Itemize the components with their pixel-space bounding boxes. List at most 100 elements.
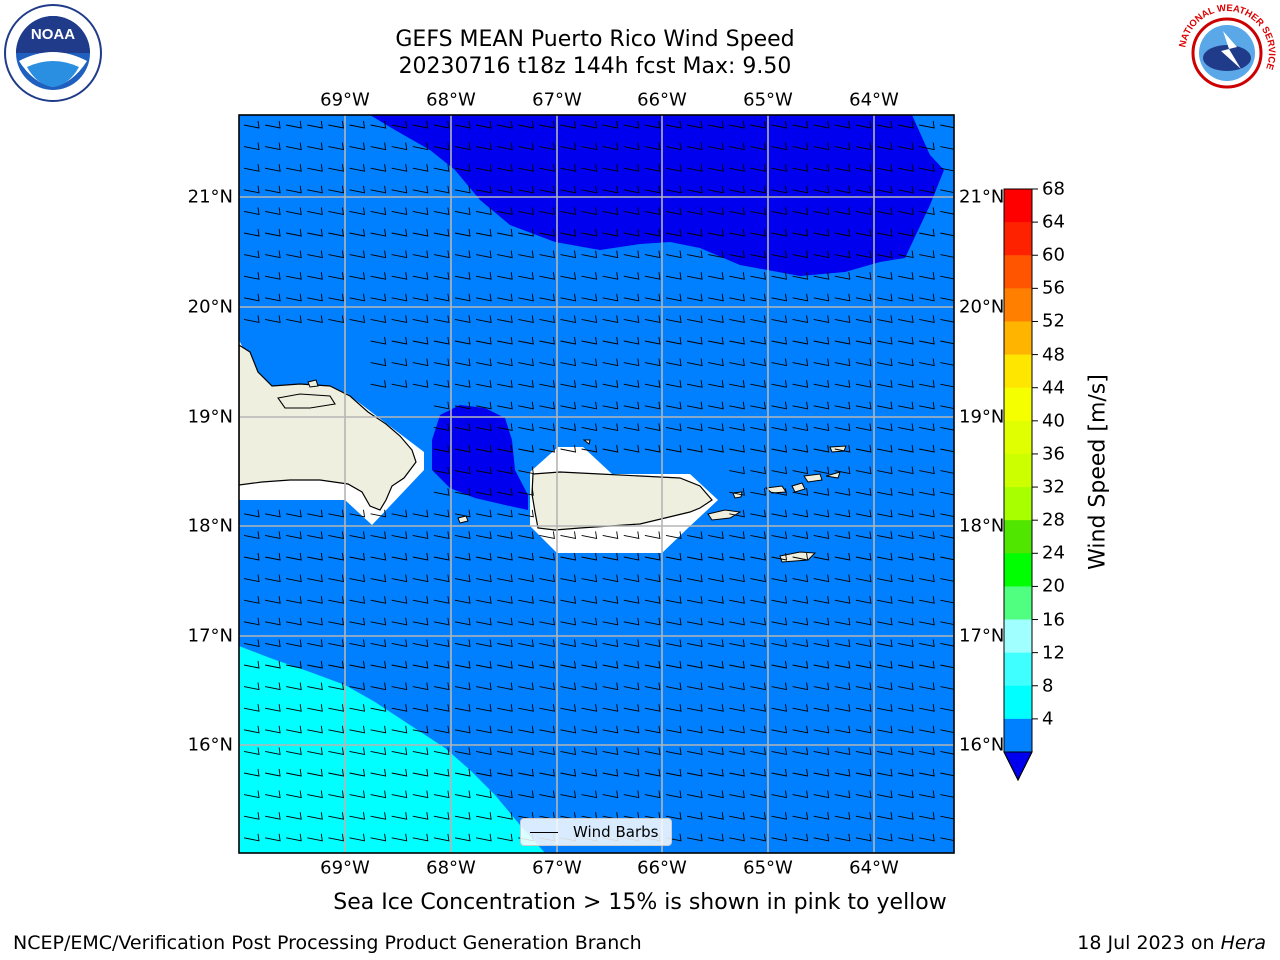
wind-barb xyxy=(539,228,555,237)
wind-barb xyxy=(476,552,492,561)
wind-barb xyxy=(771,812,788,820)
wind-barb xyxy=(518,531,534,539)
latitude-label: 19°N xyxy=(187,406,233,428)
wind-barb xyxy=(370,142,387,151)
wind-barb xyxy=(476,250,492,259)
wind-barb xyxy=(813,444,830,453)
wind-barb xyxy=(876,833,893,842)
wind-barb xyxy=(898,228,914,237)
wind-barb xyxy=(855,272,872,280)
wind-barb xyxy=(898,704,914,712)
wind-barb xyxy=(792,164,809,172)
wind-barb xyxy=(497,617,513,626)
wind-barb xyxy=(539,336,555,345)
wind-barb xyxy=(560,164,577,172)
wind-barb xyxy=(391,185,408,194)
wind-barb xyxy=(454,531,471,539)
wind-barb xyxy=(243,704,260,712)
wind-barb xyxy=(898,164,914,172)
wind-barb xyxy=(560,120,577,129)
wind-barb xyxy=(476,574,492,583)
wind-barb xyxy=(834,509,851,518)
wind-barb xyxy=(729,120,745,129)
wind-barb xyxy=(729,833,745,842)
wind-barb xyxy=(433,725,450,734)
latitude-label: 21°N xyxy=(959,186,1005,208)
wind-barb xyxy=(602,207,619,215)
wind-barb xyxy=(834,790,851,799)
wind-barb xyxy=(834,228,851,237)
wind-barb xyxy=(243,164,260,172)
low-wind-north-region xyxy=(370,115,944,276)
wind-barb xyxy=(771,185,788,194)
wind-barb xyxy=(349,315,366,323)
wind-barb xyxy=(792,272,809,280)
wind-barb xyxy=(792,401,809,410)
wind-barb xyxy=(307,315,323,323)
wind-barb xyxy=(898,142,914,151)
wind-barb xyxy=(665,336,682,345)
footer-date-text: 18 Jul 2023 on xyxy=(1077,932,1221,954)
wind-barb xyxy=(539,401,555,410)
wind-barb xyxy=(644,790,661,799)
wind-barb xyxy=(265,833,281,842)
wind-barb xyxy=(750,466,766,475)
wind-barb xyxy=(328,272,344,280)
wind-barb xyxy=(940,488,954,496)
wind-barb xyxy=(855,682,872,691)
wind-barb xyxy=(623,444,640,453)
wind-barb xyxy=(518,747,534,755)
wind-barb xyxy=(813,488,830,496)
wind-barb xyxy=(370,272,387,280)
wind-barb xyxy=(644,164,661,172)
wind-barb xyxy=(940,466,954,474)
wind-barb xyxy=(665,617,682,626)
wind-barb xyxy=(898,293,914,302)
wind-barb xyxy=(665,423,682,431)
wind-barb xyxy=(834,272,851,280)
wind-barb xyxy=(792,120,809,129)
colorbar-tick-label: 48 xyxy=(1042,344,1065,366)
wind-barb xyxy=(265,574,281,583)
wind-barb xyxy=(497,725,513,734)
wind-barb xyxy=(370,833,387,842)
wind-barb xyxy=(708,228,724,237)
colorbar-tick-label: 44 xyxy=(1042,377,1065,399)
wind-barb xyxy=(771,228,788,237)
wind-barb xyxy=(602,401,619,410)
wind-barb xyxy=(286,682,302,691)
wind-barb xyxy=(454,164,471,172)
wind-barb xyxy=(560,574,577,583)
wind-barb xyxy=(539,574,555,583)
wind-barb xyxy=(687,747,703,755)
wind-barb xyxy=(307,596,323,604)
wind-barb xyxy=(518,423,534,431)
wind-barb xyxy=(518,639,534,647)
wind-barb xyxy=(560,531,577,539)
wind-barb xyxy=(729,315,745,323)
wind-barb xyxy=(243,833,260,842)
wind-barb xyxy=(602,444,619,453)
wind-barb xyxy=(898,639,914,647)
wind-barb xyxy=(433,509,450,518)
wind-barb xyxy=(729,704,745,712)
wind-barb xyxy=(687,380,703,388)
wind-barb xyxy=(771,768,788,777)
latitude-label: 18°N xyxy=(959,515,1005,537)
longitude-label: 69°W xyxy=(320,89,370,111)
wind-barb xyxy=(518,790,534,799)
wind-barb xyxy=(602,272,619,280)
wind-barb xyxy=(412,185,429,194)
wind-barb xyxy=(940,682,954,690)
wind-barb xyxy=(539,552,555,561)
wind-barb xyxy=(644,185,661,194)
wind-barb xyxy=(665,444,682,453)
wind-barb xyxy=(328,207,344,215)
wind-barb xyxy=(412,250,429,259)
wind-barb xyxy=(476,185,492,194)
wind-barb xyxy=(750,531,766,539)
wind-barb xyxy=(813,293,830,302)
wind-barb xyxy=(454,228,471,237)
wind-barb xyxy=(876,660,893,669)
wind-barb xyxy=(349,682,366,691)
